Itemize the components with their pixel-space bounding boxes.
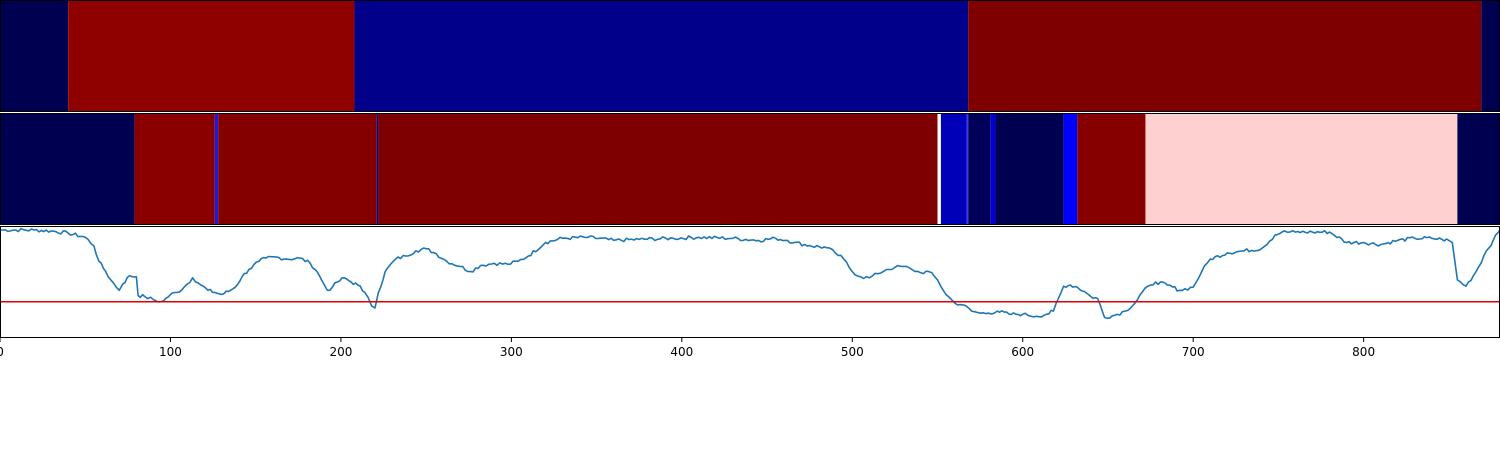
heatmap-middle-segment	[218, 113, 377, 225]
x-tick-label: 300	[500, 345, 523, 359]
x-axis: 0 100 200 300 400 500 600 700 800	[0, 338, 1375, 359]
x-tick-label: 400	[670, 345, 693, 359]
heatmap-middle-segment	[0, 113, 135, 225]
heatmap-middle-segment	[214, 113, 219, 225]
heatmap-top-segment	[354, 0, 969, 112]
heatmap-middle-segment	[376, 113, 379, 225]
x-tick-label: 600	[1011, 345, 1034, 359]
line-plot-panel	[0, 226, 1500, 338]
heatmap-top-panel	[0, 0, 1500, 112]
heatmap-top-segment	[1481, 0, 1500, 112]
heatmap-middle-segment	[1145, 113, 1458, 225]
heatmap-middle-segment	[990, 113, 996, 225]
x-tick-label: 0	[0, 345, 4, 359]
heatmap-middle-segment	[995, 113, 1064, 225]
x-tick-label: 700	[1182, 345, 1205, 359]
heatmap-middle-segment	[968, 113, 991, 225]
heatmap-middle-segment	[378, 113, 938, 225]
heatmap-middle-segment	[1063, 113, 1078, 225]
heatmap-middle-panel	[0, 113, 1500, 225]
x-tick-label: 200	[329, 345, 352, 359]
series-line	[0, 227, 1500, 320]
heatmap-middle-segment	[1457, 113, 1500, 225]
heatmap-top-segment	[68, 0, 355, 112]
heatmap-middle-segment	[134, 113, 215, 225]
heatmap-middle-segment	[937, 113, 941, 225]
heatmap-middle-segment	[1077, 113, 1146, 225]
heatmap-top-segment	[968, 0, 1482, 112]
heatmap-middle-segment	[940, 113, 967, 225]
x-tick-label: 800	[1352, 345, 1375, 359]
heatmap-middle-segment	[966, 113, 969, 225]
x-tick-label: 500	[841, 345, 864, 359]
x-tick-label: 100	[159, 345, 182, 359]
line-plot-background	[0, 226, 1500, 338]
heatmap-top-segment	[0, 0, 69, 112]
